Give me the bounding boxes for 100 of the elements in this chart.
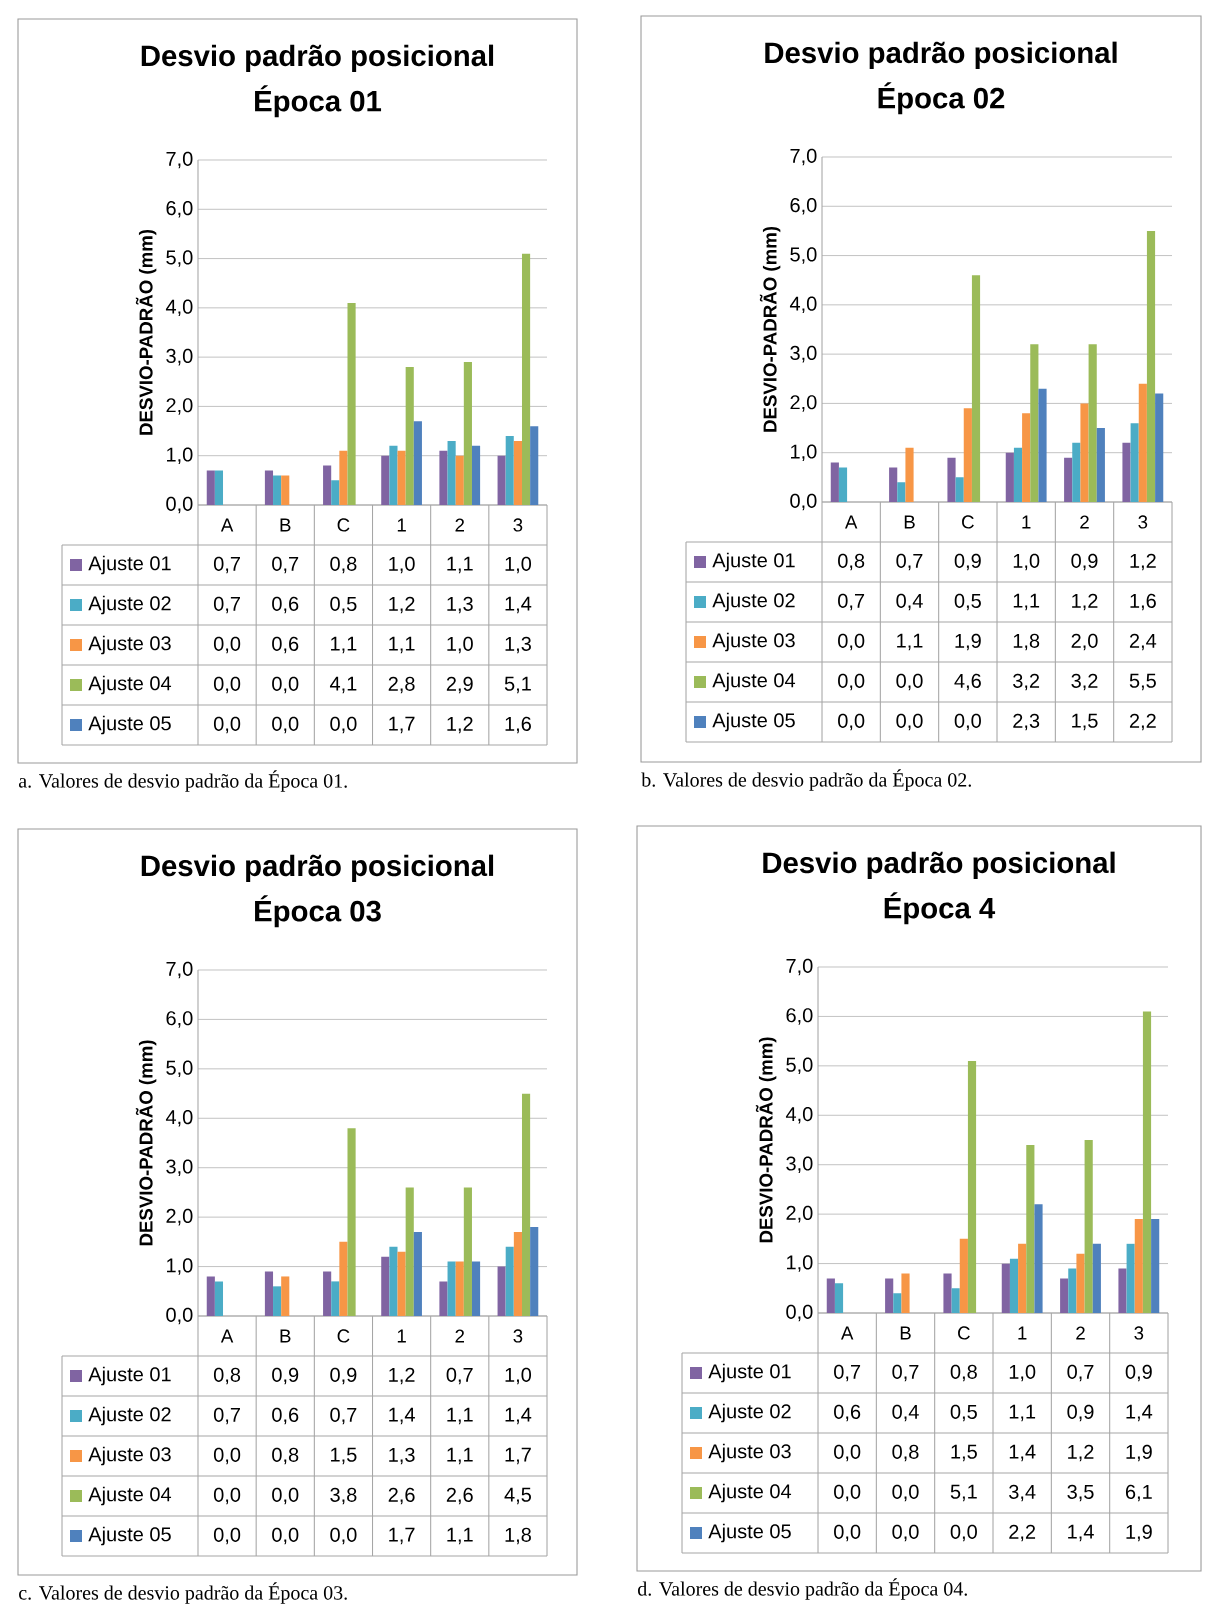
bar [264, 470, 274, 505]
chart-title: Desvio padrão posicional [141, 44, 494, 72]
bar [513, 1231, 522, 1316]
data-label: 5,1 [950, 1484, 977, 1502]
chart-title: Desvio padrão posicional [765, 41, 1117, 69]
bar [463, 362, 472, 505]
x-tick-label: 3 [513, 518, 523, 532]
data-label: 1,1 [1013, 593, 1040, 611]
legend-label: Ajuste 02 [88, 595, 171, 615]
bar [471, 445, 481, 505]
legend-label: Ajuste 04 [712, 672, 796, 692]
bar [826, 1278, 835, 1313]
x-tick-label: 3 [1138, 515, 1148, 529]
data-label: 0,8 [950, 1364, 977, 1382]
data-label: 3,5 [1067, 1484, 1094, 1502]
data-label: 0,9 [330, 1367, 357, 1385]
bar [206, 1276, 215, 1316]
legend-label: Ajuste 03 [88, 1446, 171, 1466]
y-tick-label: 6,0 [166, 201, 193, 218]
data-label: 3,4 [1009, 1484, 1036, 1502]
data-label: 1,1 [389, 636, 415, 654]
y-tick-label: 0,0 [790, 493, 817, 511]
chart-title: Desvio padrão posicional [141, 854, 494, 882]
y-tick-label: 0,0 [786, 1304, 813, 1322]
text: c. Valores de desvio padrão da Época 03. [19, 1582, 347, 1604]
data-label: 0,0 [272, 676, 299, 694]
bar [951, 1288, 960, 1313]
bar [1022, 413, 1031, 502]
data-label: 0,5 [950, 1404, 977, 1422]
bar [1038, 388, 1047, 502]
x-tick-label: B [280, 518, 291, 532]
bar [967, 1060, 977, 1313]
y-tick-label: 4,0 [789, 296, 817, 314]
x-tick-label: C [958, 1326, 970, 1340]
data-label: 2,6 [388, 1487, 415, 1505]
legend-label: Ajuste 01 [712, 552, 795, 572]
x-tick-label: A [844, 515, 858, 529]
y-tick-label: 3,0 [786, 1156, 813, 1173]
x-tick-label: 2 [1080, 515, 1089, 529]
bar [281, 1276, 290, 1316]
y-tick-label: 7,0 [166, 961, 193, 979]
data-label: 1,1 [447, 556, 473, 574]
bar [339, 1241, 348, 1316]
data-label: 0,0 [272, 1527, 299, 1545]
bar [1026, 1144, 1035, 1313]
data-label: 2,3 [1013, 713, 1040, 731]
data-label: 0,6 [272, 636, 299, 654]
chart-subtitle: Época 4 [884, 892, 996, 925]
legend-label: Ajuste 05 [88, 1526, 171, 1546]
bar [838, 467, 848, 502]
x-tick-label: 1 [1018, 1326, 1027, 1340]
data-label: 0,7 [892, 1364, 919, 1382]
x-tick-label: C [962, 515, 974, 529]
data-label: 1,3 [505, 636, 531, 654]
bar [281, 475, 290, 505]
data-label: 1,4 [1068, 1524, 1094, 1542]
bar [206, 470, 215, 505]
bar [1060, 1278, 1069, 1313]
data-label: 0,8 [213, 1367, 241, 1385]
y-tick-label: 0,0 [166, 1307, 193, 1325]
data-label: 0,6 [272, 1407, 299, 1425]
bar [214, 470, 224, 505]
bar [439, 1281, 448, 1316]
legend-label: Ajuste 02 [712, 592, 795, 612]
text: d. Valores de desvio padrão da Época 04. [638, 1578, 967, 1600]
data-label: 0,7 [834, 1364, 861, 1382]
data-label: 0,5 [954, 593, 981, 611]
bar [1001, 1263, 1010, 1313]
legend-label: Ajuste 01 [708, 1363, 791, 1383]
bar [214, 1281, 224, 1316]
data-label: 4,5 [504, 1487, 531, 1505]
bar [273, 475, 282, 505]
bar [530, 426, 539, 505]
bar [885, 1278, 894, 1313]
y-tick-label: 5,0 [790, 247, 817, 264]
y-tick-label: 6,0 [790, 198, 817, 215]
y-tick-label: 7,0 [166, 151, 193, 169]
text: a. Valores de desvio padrão da Época 01. [18, 770, 347, 792]
data-label: 1,0 [389, 556, 415, 574]
y-axis-title: DESVIO-PADRÃO (mm) [755, 1037, 777, 1243]
bar [901, 1273, 910, 1313]
bar [439, 450, 448, 505]
legend-label: Ajuste 01 [88, 555, 171, 575]
data-label: 1,7 [505, 1447, 531, 1465]
x-tick-label: A [840, 1326, 854, 1340]
bar [389, 1246, 398, 1316]
data-label: 0,0 [896, 713, 923, 731]
y-tick-label: 3,0 [166, 1159, 193, 1176]
y-tick-label: 5,0 [786, 1057, 813, 1075]
y-tick-label: 2,0 [790, 395, 817, 412]
data-label: 0,6 [272, 596, 299, 614]
bar [381, 1256, 390, 1316]
data-label: 0,0 [950, 1524, 977, 1542]
data-label: 2,2 [1129, 713, 1156, 731]
data-label: 1,1 [331, 636, 357, 654]
data-label: 0,9 [1071, 553, 1098, 571]
bar [830, 462, 839, 502]
data-label: 1,8 [1013, 633, 1040, 651]
data-label: 0,4 [892, 1404, 919, 1422]
bar [1142, 1011, 1152, 1313]
